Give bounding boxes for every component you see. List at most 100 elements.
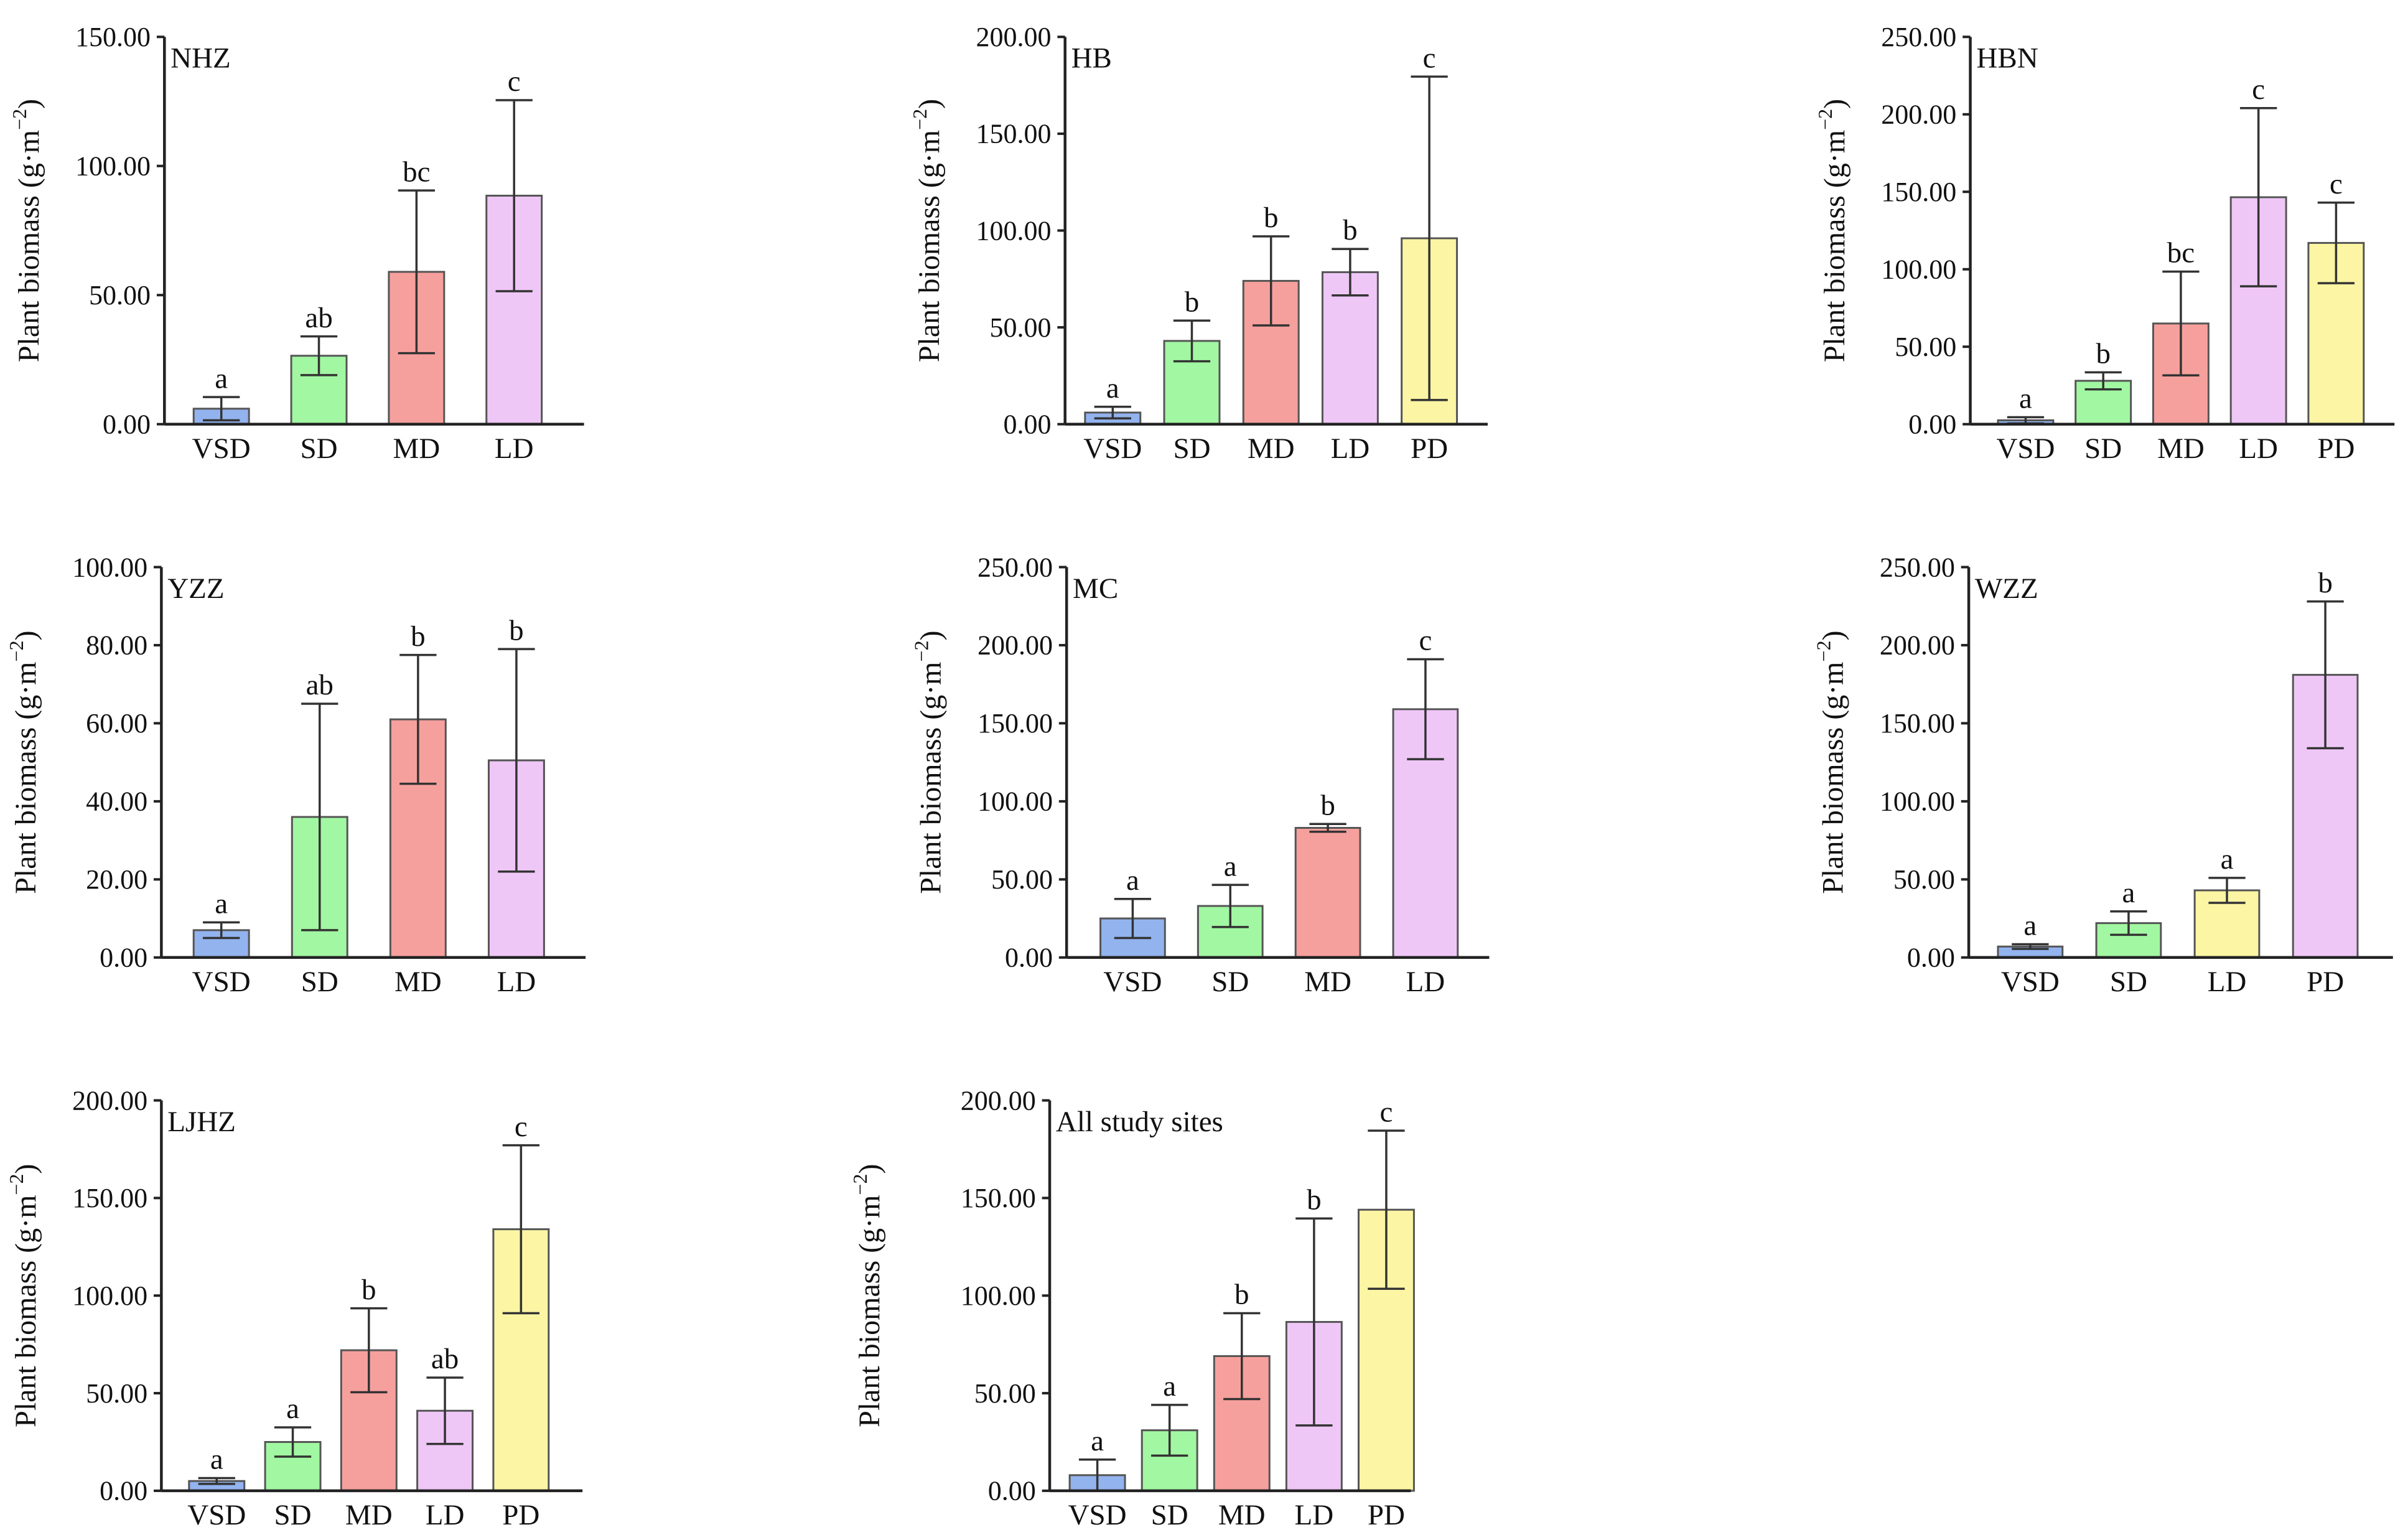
y-tick-label: 20.00	[86, 864, 147, 895]
significance-letter: a	[2122, 877, 2135, 909]
y-axis-label: Plant biomass (g·m−2)	[1814, 99, 1851, 362]
y-tick-label: 250.00	[1880, 552, 1955, 582]
significance-letter: c	[2330, 168, 2343, 200]
error-bar-SD	[2110, 910, 2147, 936]
x-tick-label: MD	[2157, 432, 2205, 465]
significance-letter: a	[1106, 372, 1119, 404]
significance-letter: a	[1091, 1425, 1104, 1457]
significance-letter: b	[1234, 1279, 1249, 1311]
y-tick-label: 200.00	[961, 1085, 1036, 1116]
error-bar-PD	[2307, 600, 2344, 750]
panel-title: MC	[1073, 572, 1118, 605]
x-tick-label: MD	[1248, 432, 1295, 465]
error-bar-LD	[2240, 107, 2277, 287]
significance-letter: a	[1224, 850, 1237, 882]
error-bar-PD	[1368, 1129, 1405, 1290]
x-tick-label: SD	[1151, 1499, 1188, 1531]
error-bar-PD	[2317, 201, 2355, 284]
error-bar-SD	[301, 702, 338, 931]
x-tick-label: VSD	[1083, 432, 1142, 465]
chart-panel-ljhz: a VSD a SD b MD ab LD c PD 0.00 50.00 100.00 150.00 20…	[5, 1085, 583, 1531]
error-bar-SD	[300, 335, 338, 376]
panel-title: LJHZ	[167, 1106, 236, 1138]
axes	[163, 37, 584, 426]
x-tick-label: LD	[2239, 432, 2278, 465]
error-bar-LD	[498, 648, 535, 873]
chart-panel-yzz: a VSD ab SD b MD b LD 0.00 20.00 40.00 60.00 80.00 10…	[5, 552, 586, 998]
panel-title: HB	[1071, 42, 1112, 75]
y-axis-label: Plant biomass (g·m−2)	[8, 99, 45, 362]
y-tick-label: 150.00	[978, 708, 1053, 739]
x-tick-label: SD	[1211, 966, 1249, 998]
x-tick-label: PD	[2317, 432, 2354, 465]
y-axis-label: Plant biomass (g·m−2)	[5, 1164, 42, 1427]
x-tick-label: SD	[1173, 432, 1210, 465]
y-tick-label: 50.00	[991, 864, 1053, 895]
y-tick-label: 100.00	[72, 552, 147, 582]
error-bar-MD	[1223, 1312, 1261, 1401]
error-bar-VSD	[2012, 943, 2049, 950]
chart-panel-hbn: a VSD b SD bc MD c LD c PD 0.00 50.00 100.00 150.00 20…	[1814, 22, 2395, 465]
panel-title: YZZ	[167, 572, 224, 605]
y-tick-label: 0.00	[1005, 943, 1053, 973]
significance-letter: bc	[403, 156, 430, 188]
significance-letter: b	[509, 614, 524, 646]
significance-letter: b	[362, 1274, 376, 1306]
y-tick-label: 100.00	[1880, 786, 1955, 817]
x-tick-label: VSD	[2001, 966, 2060, 998]
y-tick-label: 0.00	[988, 1476, 1036, 1506]
error-bar-PD	[1411, 75, 1448, 401]
y-tick-label: 0.00	[100, 1476, 147, 1506]
error-bar-VSD	[1114, 897, 1152, 940]
x-tick-label: VSD	[187, 1499, 246, 1531]
x-tick-label: LD	[2208, 966, 2247, 998]
y-axis-label: Plant biomass (g·m−2)	[910, 630, 948, 894]
x-tick-label: LD	[1331, 432, 1370, 465]
y-tick-label: 200.00	[976, 22, 1051, 52]
significance-letter: c	[1380, 1096, 1393, 1128]
chart-panel-hb: a VSD b SD b MD b LD c PD 0.00 50.00 100.00 150.00 200…	[908, 22, 1488, 465]
y-tick-label: 100.00	[72, 1281, 147, 1311]
y-tick-label: 150.00	[976, 119, 1051, 149]
x-tick-label: MD	[1304, 966, 1351, 998]
significance-letter: a	[2221, 843, 2234, 875]
error-bar-SD	[1151, 1404, 1188, 1457]
y-tick-label: 50.00	[1893, 864, 1955, 895]
significance-letter: ab	[305, 302, 332, 334]
y-tick-label: 100.00	[75, 151, 151, 182]
significance-letter: c	[515, 1111, 528, 1143]
panel-title: NHZ	[170, 42, 231, 75]
x-tick-label: MD	[393, 432, 441, 465]
error-bar-LD	[1295, 1217, 1333, 1427]
axes	[1065, 567, 1490, 959]
y-tick-label: 40.00	[86, 786, 147, 817]
axes	[160, 567, 586, 959]
error-bar-VSD	[203, 921, 240, 940]
x-tick-label: LD	[495, 432, 534, 465]
x-tick-label: VSD	[1996, 432, 2055, 465]
x-tick-label: SD	[274, 1499, 311, 1531]
significance-letter: c	[1423, 42, 1436, 74]
y-tick-label: 100.00	[961, 1281, 1036, 1311]
chart-panel-all-study-sites: a VSD a SD b MD b LD c PD 0.00 50.00 100.00 150.00 200…	[849, 1085, 1415, 1531]
significance-letter: b	[1343, 214, 1358, 246]
y-tick-label: 200.00	[1880, 630, 1955, 661]
y-tick-label: 150.00	[1880, 708, 1955, 739]
y-tick-label: 0.00	[1908, 409, 1956, 440]
error-bar-MD	[1309, 823, 1346, 833]
y-tick-label: 80.00	[86, 630, 147, 661]
panel-title: HBN	[1976, 42, 2038, 75]
y-axis-label: Plant biomass (g·m−2)	[908, 99, 946, 362]
error-bar-SD	[1211, 884, 1249, 928]
significance-letter: a	[210, 1444, 223, 1476]
error-bar-VSD	[203, 396, 240, 422]
error-bar-SD	[1173, 319, 1211, 363]
x-tick-label: SD	[2110, 966, 2147, 998]
significance-letter: c	[508, 65, 521, 98]
x-tick-label: LD	[497, 966, 536, 998]
x-tick-label: MD	[345, 1499, 393, 1531]
error-bar-LD	[495, 99, 533, 292]
panel-title: WZZ	[1975, 572, 2038, 605]
error-bar-LD	[1332, 248, 1369, 297]
significance-letter: a	[1126, 864, 1139, 897]
